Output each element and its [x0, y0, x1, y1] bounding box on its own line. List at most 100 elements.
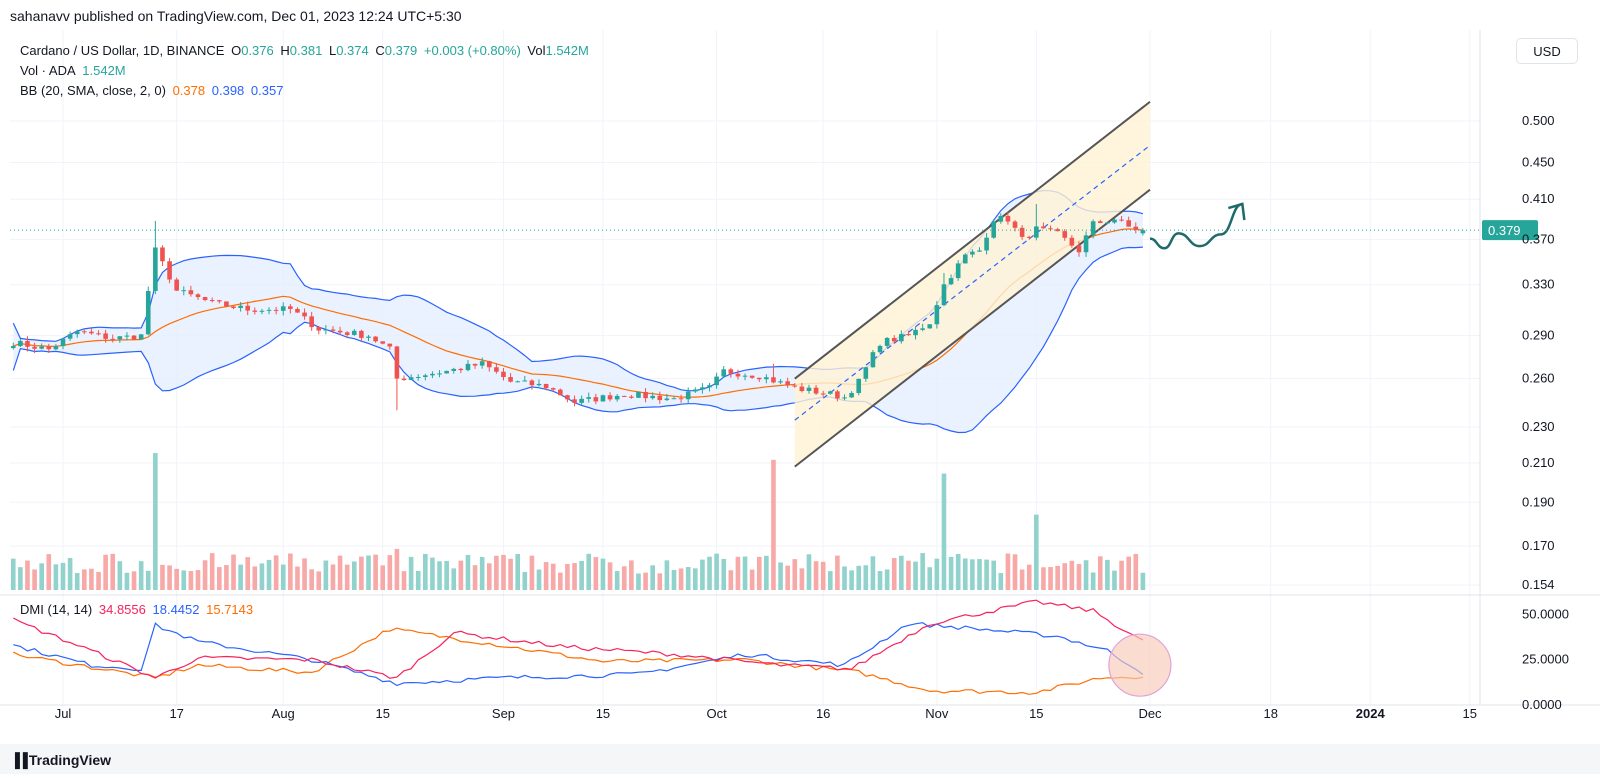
volume-bar — [252, 566, 258, 590]
volume-bar — [771, 459, 776, 590]
volume-bar — [10, 558, 16, 590]
candle-body — [10, 346, 16, 349]
volume-bar — [543, 562, 549, 590]
volume-bar — [202, 560, 208, 590]
volume-value: 1.542M — [545, 43, 589, 58]
candle-body — [671, 398, 677, 400]
dmi-tick-label: 0.0000 — [1522, 697, 1562, 712]
volume-bar — [742, 556, 748, 590]
volume-bar — [927, 567, 933, 590]
candle-body — [899, 334, 904, 342]
volume-bar — [39, 563, 44, 590]
bb-lower-value: 0.357 — [250, 83, 284, 98]
bb-basis-value: 0.378 — [172, 83, 206, 98]
volume-bar — [913, 561, 918, 590]
volume-bars — [10, 453, 1146, 590]
volume-bar — [124, 572, 130, 590]
candle-body — [46, 346, 52, 350]
volume-bar — [1019, 569, 1025, 590]
volume-bar — [877, 571, 883, 590]
candle-body — [614, 395, 620, 400]
volume-bar — [437, 561, 442, 590]
volume-bar — [870, 556, 876, 590]
candle-body — [344, 332, 350, 335]
candle-body — [373, 336, 378, 342]
volume-bar — [67, 558, 73, 590]
candle-body — [394, 346, 400, 379]
volume-bar — [629, 560, 634, 590]
candle-body — [707, 385, 712, 388]
high-label: H — [280, 43, 290, 58]
volume-bar — [515, 554, 521, 590]
candle-body — [408, 377, 414, 380]
volume-bar — [1112, 570, 1117, 590]
volume-bar — [89, 568, 94, 590]
volume-bar — [970, 559, 975, 590]
candle-body — [678, 398, 684, 400]
volume-bar — [572, 563, 577, 590]
price-tick-label: 0.154 — [1522, 577, 1555, 592]
time-tick-label: Aug — [272, 706, 295, 721]
tradingview-logo[interactable]: ▐▐ TradingView — [10, 752, 111, 768]
volume-bar — [359, 556, 364, 590]
volume-bar — [1012, 554, 1018, 590]
symbol-name[interactable]: Cardano / US Dollar, 1D, BINANCE — [20, 43, 225, 58]
candle-body — [962, 254, 968, 264]
volume-bar — [302, 558, 307, 590]
volume-bar — [714, 553, 719, 590]
candle-body — [756, 377, 762, 380]
candle-body — [636, 391, 641, 398]
channel-lower-line — [794, 188, 1151, 468]
volume-bar — [1105, 559, 1110, 590]
volume-bar — [621, 566, 627, 590]
currency-button[interactable]: USD — [1516, 38, 1578, 64]
volume-bar — [1041, 567, 1046, 590]
volume-bar — [1048, 567, 1053, 590]
volume-bar — [53, 564, 59, 590]
volume-bar — [1097, 556, 1103, 590]
candle-body — [1112, 219, 1117, 223]
volume-indicator-label[interactable]: Vol · ADA — [20, 63, 76, 78]
volume-bar — [25, 560, 30, 590]
price-tick-label: 0.450 — [1522, 155, 1555, 170]
volume-bar — [934, 558, 940, 590]
candle-body — [558, 389, 563, 396]
volume-bar — [600, 558, 606, 590]
volume-bar — [295, 566, 300, 590]
last-price-label: 0.379 — [1488, 223, 1521, 238]
time-tick-label: Jul — [55, 706, 72, 721]
volume-label: Vol — [527, 43, 546, 58]
candle-body — [266, 309, 272, 311]
open-value: 0.376 — [241, 43, 274, 58]
volume-bar — [529, 555, 535, 590]
volume-bar — [451, 568, 457, 590]
candle-body — [600, 395, 606, 402]
candle-body — [145, 290, 151, 335]
dmi-indicator-label[interactable]: DMI (14, 14) — [20, 602, 93, 617]
volume-bar — [692, 568, 698, 590]
volume-bar — [955, 554, 961, 590]
volume-bar — [920, 553, 925, 590]
candle-body — [60, 338, 66, 347]
bb-indicator-label[interactable]: BB (20, SMA, close, 2, 0) — [20, 83, 166, 98]
candle-body — [955, 263, 961, 279]
publisher-line: sahanavv published on TradingView.com, D… — [10, 8, 462, 24]
candle-body — [1105, 222, 1110, 224]
volume-bar — [82, 569, 87, 590]
volume-bar — [380, 565, 386, 590]
volume-bar — [181, 570, 187, 590]
volume-bar — [891, 558, 897, 590]
candle-body — [579, 398, 584, 403]
volume-bar — [444, 560, 449, 590]
candle-body — [423, 375, 428, 377]
candle-body — [650, 395, 655, 399]
volume-bar — [472, 565, 478, 590]
candle-body — [934, 305, 940, 325]
price-tick-label: 0.330 — [1522, 277, 1555, 292]
volume-bar — [899, 555, 904, 590]
price-tick-label: 0.230 — [1522, 419, 1555, 434]
candle-body — [380, 341, 386, 344]
volume-bar — [1090, 572, 1096, 590]
volume-bar — [1119, 560, 1124, 590]
